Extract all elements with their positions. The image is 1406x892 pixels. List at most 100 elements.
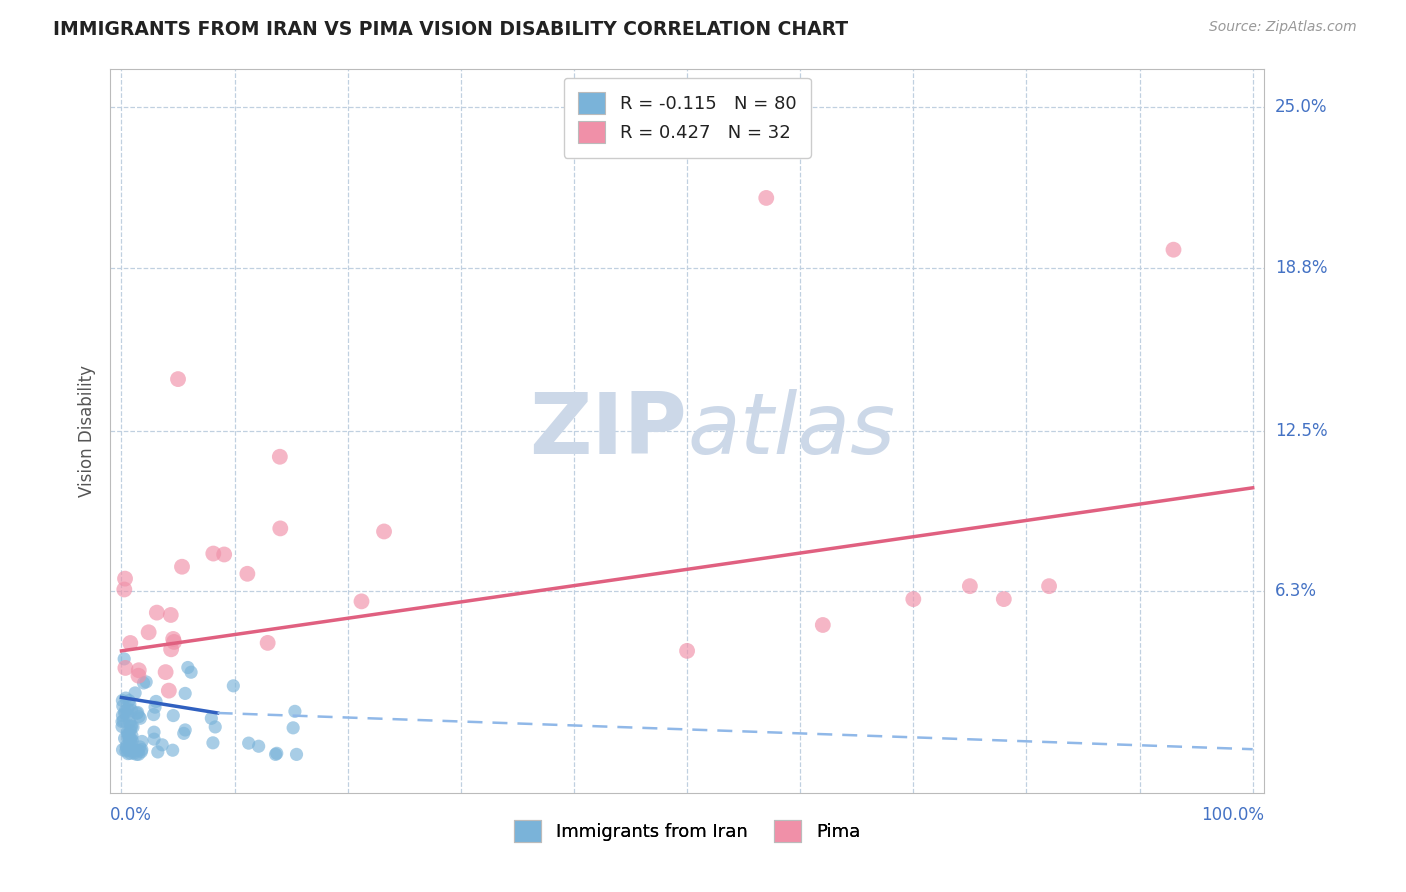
Point bbox=[256, 636, 278, 650]
Point bbox=[281, 721, 304, 735]
Point bbox=[167, 372, 190, 386]
Point bbox=[201, 736, 224, 750]
Point bbox=[111, 720, 134, 734]
Point bbox=[131, 734, 153, 748]
Text: 6.3%: 6.3% bbox=[1275, 582, 1317, 600]
Point bbox=[111, 699, 134, 714]
Point bbox=[143, 732, 166, 747]
Point bbox=[124, 686, 146, 700]
Point bbox=[146, 745, 169, 759]
Point bbox=[269, 450, 291, 464]
Point bbox=[146, 606, 169, 620]
Point bbox=[117, 725, 139, 739]
Point bbox=[177, 660, 200, 674]
Point bbox=[1163, 243, 1185, 257]
Point bbox=[125, 743, 148, 757]
Text: IMMIGRANTS FROM IRAN VS PIMA VISION DISABILITY CORRELATION CHART: IMMIGRANTS FROM IRAN VS PIMA VISION DISA… bbox=[53, 20, 849, 38]
Point bbox=[285, 747, 308, 762]
Point bbox=[112, 582, 135, 597]
Point bbox=[114, 691, 136, 706]
Point bbox=[115, 739, 138, 754]
Point bbox=[143, 725, 166, 739]
Point bbox=[160, 642, 183, 657]
Point bbox=[111, 714, 134, 729]
Point bbox=[145, 694, 167, 708]
Point bbox=[127, 668, 149, 682]
Point bbox=[173, 726, 195, 740]
Point bbox=[114, 661, 136, 675]
Text: 18.8%: 18.8% bbox=[1275, 259, 1327, 277]
Point bbox=[128, 747, 150, 762]
Point bbox=[118, 714, 141, 729]
Point bbox=[247, 739, 270, 754]
Point bbox=[118, 693, 141, 707]
Point bbox=[120, 723, 142, 738]
Point bbox=[122, 746, 145, 760]
Point bbox=[120, 719, 142, 733]
Point bbox=[121, 733, 143, 747]
Text: 25.0%: 25.0% bbox=[1275, 98, 1327, 116]
Point bbox=[131, 745, 153, 759]
Point bbox=[174, 686, 197, 700]
Point bbox=[118, 741, 141, 756]
Point bbox=[204, 720, 226, 734]
Point bbox=[135, 674, 157, 689]
Point bbox=[128, 663, 150, 677]
Point bbox=[162, 743, 184, 757]
Point bbox=[114, 704, 136, 718]
Text: 0.0%: 0.0% bbox=[110, 806, 152, 824]
Text: 12.5%: 12.5% bbox=[1275, 422, 1327, 440]
Point bbox=[903, 592, 925, 607]
Point bbox=[114, 706, 136, 721]
Point bbox=[118, 728, 141, 742]
Point bbox=[1038, 579, 1060, 593]
Point bbox=[112, 714, 135, 728]
Point bbox=[755, 191, 778, 205]
Y-axis label: Vision Disability: Vision Disability bbox=[79, 365, 96, 497]
Point bbox=[115, 744, 138, 758]
Point bbox=[114, 731, 136, 746]
Point bbox=[959, 579, 981, 593]
Point bbox=[236, 566, 259, 581]
Point bbox=[121, 703, 143, 717]
Point bbox=[212, 548, 235, 562]
Point bbox=[129, 711, 152, 725]
Point bbox=[115, 740, 138, 755]
Point bbox=[162, 632, 184, 646]
Point bbox=[143, 700, 166, 714]
Point bbox=[142, 707, 165, 722]
Point bbox=[373, 524, 395, 539]
Point bbox=[202, 547, 225, 561]
Point bbox=[993, 592, 1015, 607]
Point bbox=[125, 706, 148, 721]
Point bbox=[127, 706, 149, 720]
Point bbox=[174, 723, 197, 737]
Point bbox=[284, 704, 307, 718]
Point bbox=[121, 729, 143, 743]
Point bbox=[811, 618, 834, 632]
Point bbox=[128, 739, 150, 754]
Point bbox=[264, 747, 287, 762]
Point bbox=[111, 693, 134, 707]
Point bbox=[117, 702, 139, 716]
Point bbox=[131, 742, 153, 756]
Point bbox=[163, 635, 186, 649]
Point bbox=[111, 743, 134, 757]
Point bbox=[222, 679, 245, 693]
Point bbox=[159, 607, 181, 622]
Point bbox=[118, 733, 141, 747]
Point bbox=[128, 709, 150, 723]
Point bbox=[121, 742, 143, 756]
Point bbox=[157, 683, 180, 698]
Text: atlas: atlas bbox=[688, 390, 896, 473]
Point bbox=[150, 738, 173, 752]
Text: Source: ZipAtlas.com: Source: ZipAtlas.com bbox=[1209, 20, 1357, 34]
Point bbox=[112, 652, 135, 666]
Point bbox=[269, 521, 291, 535]
Point bbox=[118, 743, 141, 757]
Point bbox=[200, 711, 222, 725]
Point bbox=[118, 732, 141, 747]
Point bbox=[350, 594, 373, 608]
Point bbox=[162, 708, 184, 723]
Point bbox=[117, 708, 139, 723]
